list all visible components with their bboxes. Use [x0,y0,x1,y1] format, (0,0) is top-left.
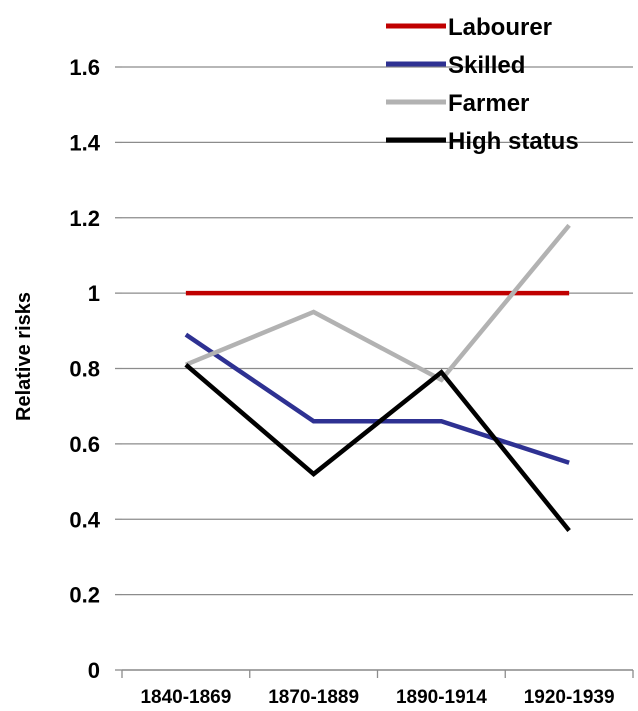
y-tick-label: 1.4 [69,130,100,155]
y-tick-label: 0.2 [69,583,100,608]
y-tick-label: 0.6 [69,432,100,457]
y-axis-ticks: 0 0.2 0.4 0.6 0.8 1 1.2 1.4 1.6 [69,55,122,683]
x-axis-ticks: 1840-1869 1870-1889 1890-1914 1920-1939 [121,670,634,708]
series-line-farmer [185,223,571,383]
x-tick-label: 1920-1939 [524,687,615,708]
y-tick-label: 1 [88,281,100,306]
x-tick-label: 1890-1914 [396,687,487,708]
y-tick-label: 1.6 [69,55,100,80]
y-tick-label: 1.2 [69,206,100,231]
x-tick-label: 1840-1869 [140,687,231,708]
legend-label: High status [448,128,579,155]
legend-label: Skilled [448,52,525,79]
y-tick-label: 0 [88,658,100,683]
legend-label: Labourer [448,14,552,41]
x-tick-label: 1870-1889 [268,687,359,708]
series-lines [184,223,571,532]
y-tick-label: 0.8 [69,357,100,382]
y-axis-label: Relative risks [13,292,35,421]
y-tick-label: 0.4 [69,507,100,532]
series-line-high-status [184,363,571,532]
legend: Labourer Skilled Farmer High status [386,14,579,155]
legend-label: Farmer [448,90,529,117]
